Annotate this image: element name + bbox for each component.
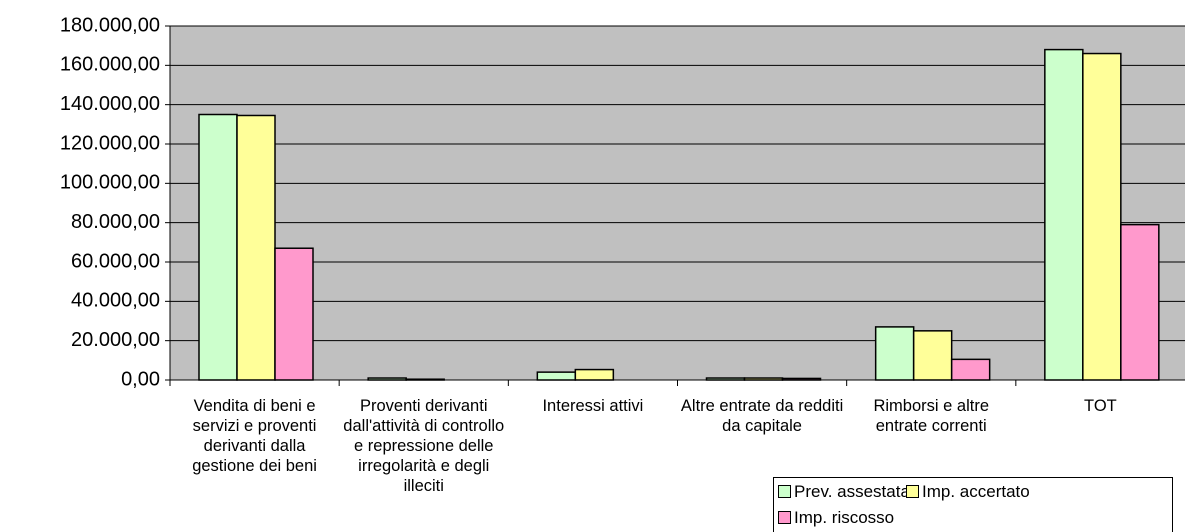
bar bbox=[705, 377, 746, 381]
bar bbox=[781, 377, 822, 381]
y-tick-label: 40.000,00 bbox=[71, 290, 160, 312]
y-tick-label: 80.000,00 bbox=[71, 211, 160, 233]
legend-swatch bbox=[778, 511, 791, 524]
legend-item: Prev. assestata bbox=[778, 482, 910, 502]
bar bbox=[536, 371, 577, 381]
x-tick-label: Proventi derivanti dall'attività di cont… bbox=[343, 397, 505, 495]
y-tick-label: 160.000,00 bbox=[60, 54, 160, 76]
y-tick-label: 180.000,00 bbox=[60, 14, 160, 36]
legend-label: Imp. accertato bbox=[922, 482, 1030, 501]
bar bbox=[367, 377, 407, 381]
legend-item: Imp. riscosso bbox=[778, 508, 894, 528]
bar bbox=[950, 358, 991, 381]
bar bbox=[1044, 48, 1084, 381]
plot-background bbox=[170, 26, 1185, 380]
y-tick-label: 60.000,00 bbox=[71, 250, 160, 272]
bar bbox=[236, 114, 276, 381]
legend: Prev. assestata Imp. accertato Imp. riscos… bbox=[773, 477, 1173, 532]
bar bbox=[1120, 223, 1160, 381]
bar bbox=[198, 113, 238, 381]
y-tick-label: 140.000,00 bbox=[60, 93, 160, 115]
legend-swatch bbox=[778, 485, 791, 498]
bar bbox=[1082, 52, 1122, 381]
legend-label: Imp. riscosso bbox=[794, 508, 895, 527]
bar bbox=[274, 247, 314, 381]
y-tick-label: 20.000,00 bbox=[71, 329, 160, 351]
y-tick-label: 120.000,00 bbox=[60, 132, 160, 154]
bar bbox=[743, 377, 784, 381]
x-tick-label: Interessi attivi bbox=[542, 397, 644, 415]
y-tick-label: 100.000,00 bbox=[60, 172, 160, 194]
legend-item: Imp. accertato bbox=[906, 482, 1030, 502]
bar bbox=[874, 326, 915, 381]
x-tick-label: Altre entrate da redditi da capitale bbox=[680, 397, 844, 435]
legend-swatch bbox=[906, 485, 919, 498]
y-tick-label: 0,00 bbox=[121, 368, 160, 390]
bar bbox=[574, 368, 615, 381]
x-tick-label: TOT bbox=[1084, 397, 1117, 415]
x-tick-label: Vendita di beni e servizi e proventi der… bbox=[192, 397, 317, 475]
bar bbox=[405, 378, 445, 381]
x-tick-label: Rimborsi e altre entrate correnti bbox=[873, 397, 990, 435]
legend-label: Prev. assestata bbox=[794, 482, 910, 501]
bar bbox=[912, 330, 953, 381]
